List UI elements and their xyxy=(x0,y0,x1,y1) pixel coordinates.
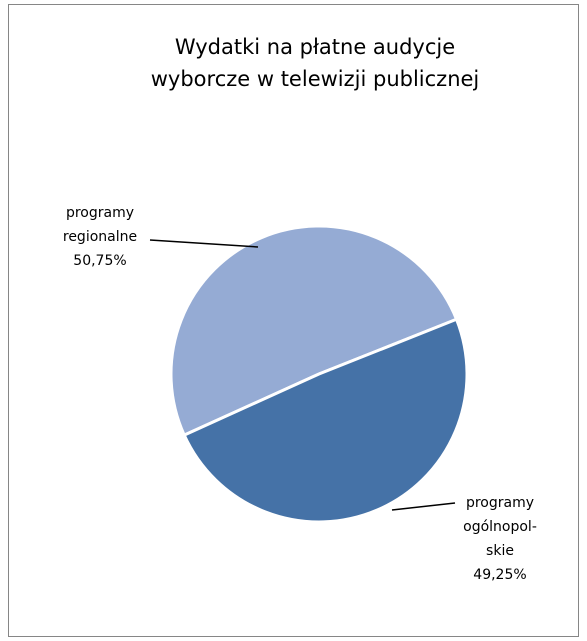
category-label: ogólnopol- xyxy=(463,519,537,535)
value-label: 49,25% xyxy=(473,567,526,583)
pie-slice xyxy=(169,224,459,438)
pie-slice xyxy=(182,317,469,524)
category-label: skie xyxy=(486,543,514,559)
category-label: programy xyxy=(66,205,134,221)
chart-title: Wydatki na płatne audycje xyxy=(175,35,455,59)
leader-line xyxy=(391,502,456,511)
category-label: programy xyxy=(466,495,534,511)
value-label: 50,75% xyxy=(73,253,126,269)
category-label: regionalne xyxy=(63,229,137,245)
chart-title: wyborcze w telewizji publicznej xyxy=(151,67,480,91)
leader-line xyxy=(149,239,259,248)
